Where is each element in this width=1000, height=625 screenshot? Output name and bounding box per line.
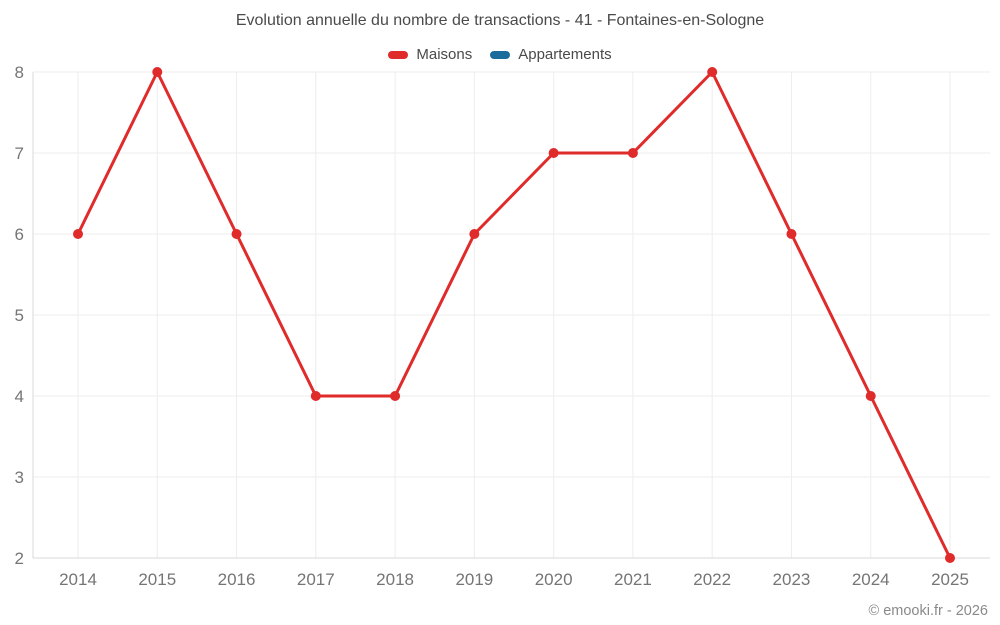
- x-axis-tick-label: 2017: [297, 570, 335, 589]
- y-axis-tick-label: 5: [15, 306, 24, 325]
- y-axis-tick-label: 4: [15, 387, 24, 406]
- data-point-maisons[interactable]: [469, 229, 480, 239]
- x-axis-tick-label: 2025: [931, 570, 969, 589]
- legend-label-maisons: Maisons: [416, 46, 473, 63]
- legend-item-appartements[interactable]: Appartements: [490, 46, 612, 63]
- x-axis-tick-label: 2016: [218, 570, 256, 589]
- y-axis-tick-label: 8: [15, 63, 24, 82]
- chart-legend: Maisons Appartements: [0, 46, 1000, 63]
- data-point-maisons[interactable]: [231, 229, 242, 239]
- copyright: © emooki.fr - 2026: [868, 603, 988, 619]
- legend-swatch-maisons-icon: [388, 50, 409, 59]
- x-axis-tick-label: 2018: [376, 570, 414, 589]
- data-point-maisons[interactable]: [786, 229, 797, 239]
- data-point-maisons[interactable]: [865, 391, 876, 401]
- x-axis-tick-label: 2023: [773, 570, 811, 589]
- chart-title: Evolution annuelle du nombre de transact…: [235, 12, 765, 29]
- legend-swatch-appartements-icon: [490, 50, 511, 59]
- series-line-maisons: [76, 70, 952, 560]
- x-axis-tick-label: 2020: [535, 570, 573, 589]
- x-axis-tick-label: 2014: [59, 570, 97, 589]
- x-axis-tick-label: 2015: [138, 570, 176, 589]
- legend-item-maisons[interactable]: Maisons: [388, 46, 472, 63]
- y-axis-tick-label: 3: [15, 468, 24, 487]
- x-axis-tick-label: 2019: [455, 570, 493, 589]
- data-point-maisons[interactable]: [152, 67, 163, 77]
- x-axis-tick-label: 2021: [614, 570, 652, 589]
- y-axis-tick-label: 6: [15, 225, 24, 244]
- data-point-maisons[interactable]: [390, 391, 401, 401]
- y-axis-tick-label: 2: [15, 549, 24, 568]
- x-axis-tick-label: 2022: [693, 570, 731, 589]
- data-point-maisons[interactable]: [945, 553, 955, 563]
- data-point-maisons[interactable]: [707, 67, 718, 77]
- data-point-maisons[interactable]: [310, 391, 321, 401]
- data-point-maisons[interactable]: [627, 148, 638, 158]
- legend-label-appartements: Appartements: [518, 46, 612, 63]
- y-axis-tick-label: 7: [15, 144, 24, 163]
- x-axis-tick-label: 2024: [852, 570, 890, 589]
- data-point-maisons[interactable]: [73, 229, 83, 239]
- data-point-maisons[interactable]: [548, 148, 559, 158]
